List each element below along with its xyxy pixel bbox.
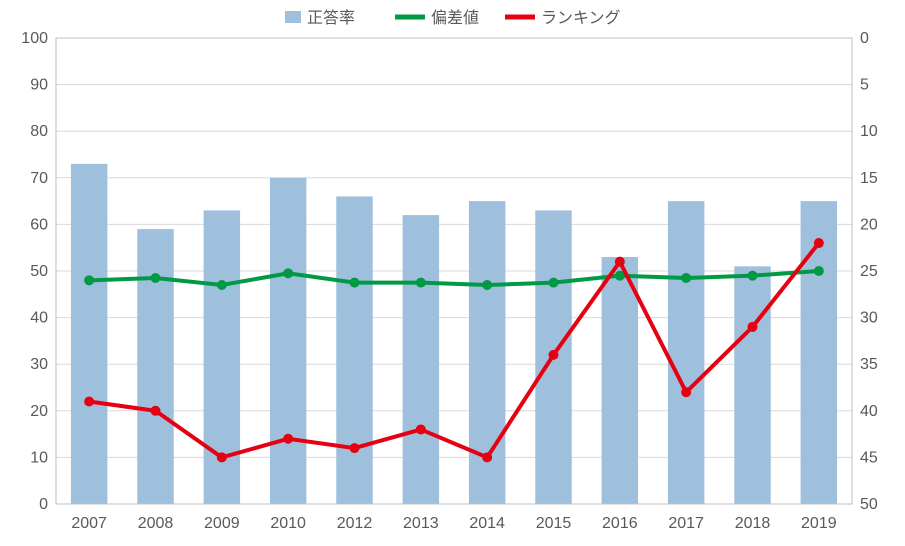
x-tick: 2008 <box>138 515 174 532</box>
x-tick: 2014 <box>469 515 505 532</box>
y-left-tick: 80 <box>30 123 48 140</box>
marker-deviation <box>681 273 691 283</box>
x-tick: 2007 <box>71 515 107 532</box>
legend-label-bars: 正答率 <box>307 9 355 27</box>
marker-deviation <box>482 280 492 290</box>
x-tick: 2017 <box>668 515 704 532</box>
y-right-tick: 35 <box>860 356 878 373</box>
y-right-tick: 0 <box>860 30 869 47</box>
legend-swatch-bars <box>285 11 301 23</box>
marker-deviation <box>814 266 824 276</box>
y-left-tick: 70 <box>30 170 48 187</box>
marker-ranking <box>416 424 426 434</box>
y-left-tick: 50 <box>30 263 48 280</box>
marker-ranking <box>482 452 492 462</box>
bar <box>137 229 173 504</box>
marker-deviation <box>748 271 758 281</box>
y-right-tick: 45 <box>860 449 878 466</box>
marker-ranking <box>217 452 227 462</box>
y-right-tick: 15 <box>860 170 878 187</box>
marker-ranking <box>681 387 691 397</box>
y-right-tick: 40 <box>860 403 878 420</box>
bar <box>668 201 704 504</box>
x-tick: 2019 <box>801 515 837 532</box>
marker-deviation <box>283 268 293 278</box>
x-tick: 2012 <box>337 515 373 532</box>
marker-ranking <box>151 406 161 416</box>
y-left-tick: 100 <box>21 30 48 47</box>
x-tick: 2010 <box>270 515 306 532</box>
x-tick: 2016 <box>602 515 638 532</box>
bar <box>71 164 107 504</box>
y-left-tick: 90 <box>30 77 48 94</box>
x-tick: 2009 <box>204 515 240 532</box>
y-right-tick: 25 <box>860 263 878 280</box>
marker-deviation <box>416 278 426 288</box>
marker-ranking <box>350 443 360 453</box>
x-tick: 2018 <box>735 515 771 532</box>
y-left-tick: 30 <box>30 356 48 373</box>
marker-deviation <box>549 278 559 288</box>
marker-ranking <box>748 322 758 332</box>
y-left-tick: 40 <box>30 310 48 327</box>
y-right-tick: 5 <box>860 77 869 94</box>
x-tick: 2013 <box>403 515 439 532</box>
y-right-tick: 20 <box>860 216 878 233</box>
bar <box>403 215 439 504</box>
marker-ranking <box>84 396 94 406</box>
x-tick: 2015 <box>536 515 572 532</box>
y-right-tick: 30 <box>860 310 878 327</box>
legend-label-green: 偏差値 <box>431 9 479 27</box>
combo-chart: 0 10 20 30 40 50 60 70 80 90 100 0 5 10 15 20 25 30 35 40 45… <box>0 0 905 546</box>
marker-ranking <box>615 257 625 267</box>
bar <box>602 257 638 504</box>
y-left-tick: 60 <box>30 216 48 233</box>
bar <box>336 196 372 504</box>
marker-deviation <box>217 280 227 290</box>
bar <box>734 266 770 504</box>
marker-deviation <box>151 273 161 283</box>
bar <box>270 178 306 504</box>
legend-label-red: ランキング <box>541 9 621 27</box>
marker-deviation <box>350 278 360 288</box>
y-right-tick: 10 <box>860 123 878 140</box>
y-left-tick: 0 <box>39 496 48 513</box>
marker-ranking <box>549 350 559 360</box>
line-deviation <box>89 271 819 285</box>
marker-ranking <box>283 434 293 444</box>
marker-deviation <box>84 275 94 285</box>
y-right-tick: 50 <box>860 496 878 513</box>
marker-ranking <box>814 238 824 248</box>
y-left-tick: 10 <box>30 449 48 466</box>
y-left-tick: 20 <box>30 403 48 420</box>
